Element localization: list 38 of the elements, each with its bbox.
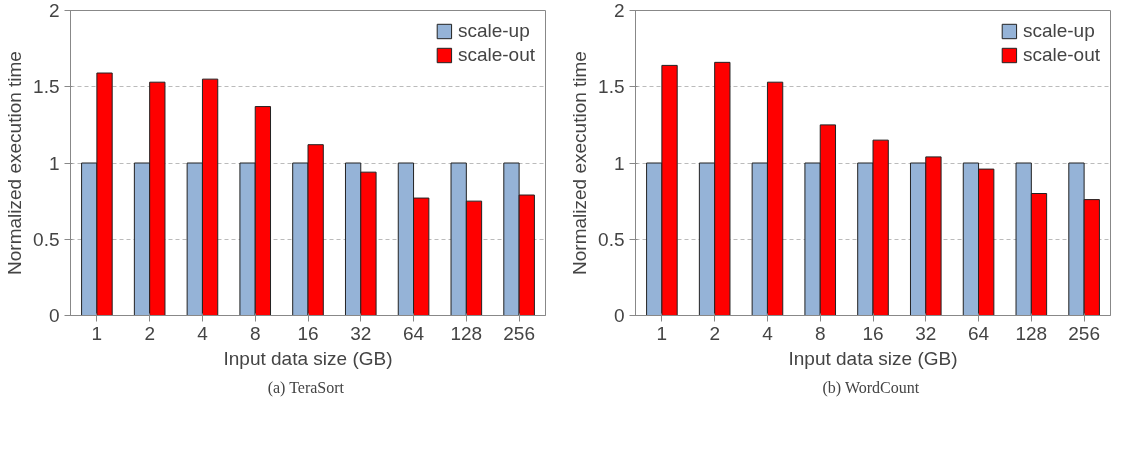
x-axis-title: Input data size (GB) [223, 347, 393, 369]
legend-label: scale-out [1022, 44, 1100, 66]
y-tick-label: 1 [48, 152, 60, 174]
legend-label: scale-up [457, 20, 530, 42]
x-tick-label: 1 [91, 322, 103, 344]
legend-label: scale-up [1022, 20, 1095, 42]
y-tick-label: 1.5 [33, 76, 60, 98]
x-tick-label: 2 [709, 322, 720, 344]
y-tick-label: 2 [48, 0, 60, 21]
x-tick-label: 1 [656, 322, 668, 344]
legend-label: scale-out [457, 44, 535, 66]
x-tick-label: 64 [967, 322, 990, 344]
x-tick-label: 16 [862, 322, 884, 344]
x-axis-title: Input data size (GB) [788, 347, 958, 369]
x-tick-label: 2 [144, 322, 155, 344]
x-tick-label: 32 [915, 322, 937, 344]
x-tick-label: 256 [1068, 322, 1100, 344]
x-tick-label: 64 [402, 322, 425, 344]
y-tick-label: 1.5 [598, 76, 625, 98]
x-tick-label: 16 [297, 322, 319, 344]
x-tick-label: 128 [1015, 322, 1048, 344]
text: (a) TeraSort [267, 378, 345, 397]
y-tick-label: 0.5 [33, 228, 60, 250]
text: (b) WordCount [822, 378, 920, 397]
x-tick-label: 256 [503, 322, 535, 344]
y-tick-label: 2 [613, 0, 625, 21]
x-tick-label: 32 [350, 322, 372, 344]
x-tick-label: 4 [762, 322, 774, 344]
y-axis-title: Normalized execution time [569, 51, 591, 275]
x-tick-label: 8 [249, 322, 261, 344]
x-tick-label: 4 [197, 322, 209, 344]
y-tick-label: 0 [48, 305, 60, 326]
x-tick-label: 8 [814, 322, 826, 344]
x-tick-label: 128 [450, 322, 483, 344]
y-axis-title: Normalized execution time [4, 51, 26, 275]
y-tick-label: 0.5 [598, 228, 625, 250]
y-tick-label: 0 [613, 305, 625, 326]
y-tick-label: 1 [613, 152, 625, 174]
